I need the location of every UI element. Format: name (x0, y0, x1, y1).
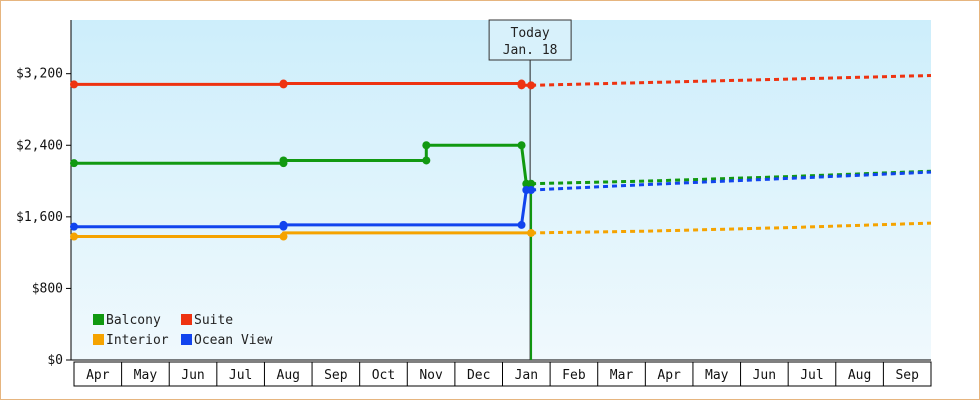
data-point (70, 159, 78, 168)
data-point (527, 179, 536, 188)
month-label: Apr (86, 368, 110, 383)
data-point (527, 81, 536, 90)
legend-swatch (181, 314, 192, 325)
data-point (517, 141, 526, 150)
today-label: Today (511, 26, 550, 41)
y-tick-label: $0 (47, 353, 63, 368)
data-point (279, 232, 288, 241)
month-label: Jan (515, 368, 538, 383)
month-label: Apr (657, 368, 681, 383)
legend-label: Interior (106, 333, 169, 348)
legend-label: Ocean View (194, 333, 272, 348)
legend-swatch (181, 334, 192, 345)
month-label: Jun (753, 368, 776, 383)
month-label: Sep (895, 368, 919, 383)
data-point (422, 141, 431, 150)
data-point (527, 228, 536, 237)
y-tick-label: $2,400 (16, 138, 63, 153)
data-point (527, 186, 536, 194)
data-point (517, 220, 526, 229)
month-label: May (134, 368, 158, 383)
month-label: Jul (229, 368, 252, 383)
month-label: Sep (324, 368, 348, 383)
month-label: Mar (610, 368, 634, 383)
y-tick-label: $1,600 (16, 210, 63, 225)
month-label: Dec (467, 368, 490, 383)
y-tick-label: $800 (32, 281, 63, 296)
month-label: Aug (277, 368, 300, 383)
today-box (488, 19, 572, 61)
series-forecast-suite (531, 74, 932, 87)
plot-background (71, 20, 931, 360)
data-point (279, 220, 288, 229)
legend-label: Balcony (106, 313, 161, 328)
month-label: Nov (419, 368, 443, 383)
y-tick-label: $3,200 (16, 67, 63, 82)
data-point (422, 156, 431, 165)
data-point (70, 222, 78, 231)
data-point (517, 81, 526, 90)
data-point (70, 80, 78, 89)
month-label: Jun (181, 368, 204, 383)
series-forecast-ocean-view (531, 170, 932, 192)
today-date: Jan. 18 (503, 43, 558, 58)
data-point (70, 232, 78, 241)
month-label: Feb (562, 368, 586, 383)
month-label: Oct (372, 368, 395, 383)
legend-swatch (93, 334, 104, 345)
month-label: Aug (848, 368, 871, 383)
series-forecast-interior (531, 221, 932, 235)
month-label: Jul (800, 368, 823, 383)
legend-label: Suite (194, 313, 233, 328)
legend-swatch (93, 314, 104, 325)
data-point (279, 79, 288, 88)
data-point (279, 156, 288, 165)
month-label: May (705, 368, 729, 383)
